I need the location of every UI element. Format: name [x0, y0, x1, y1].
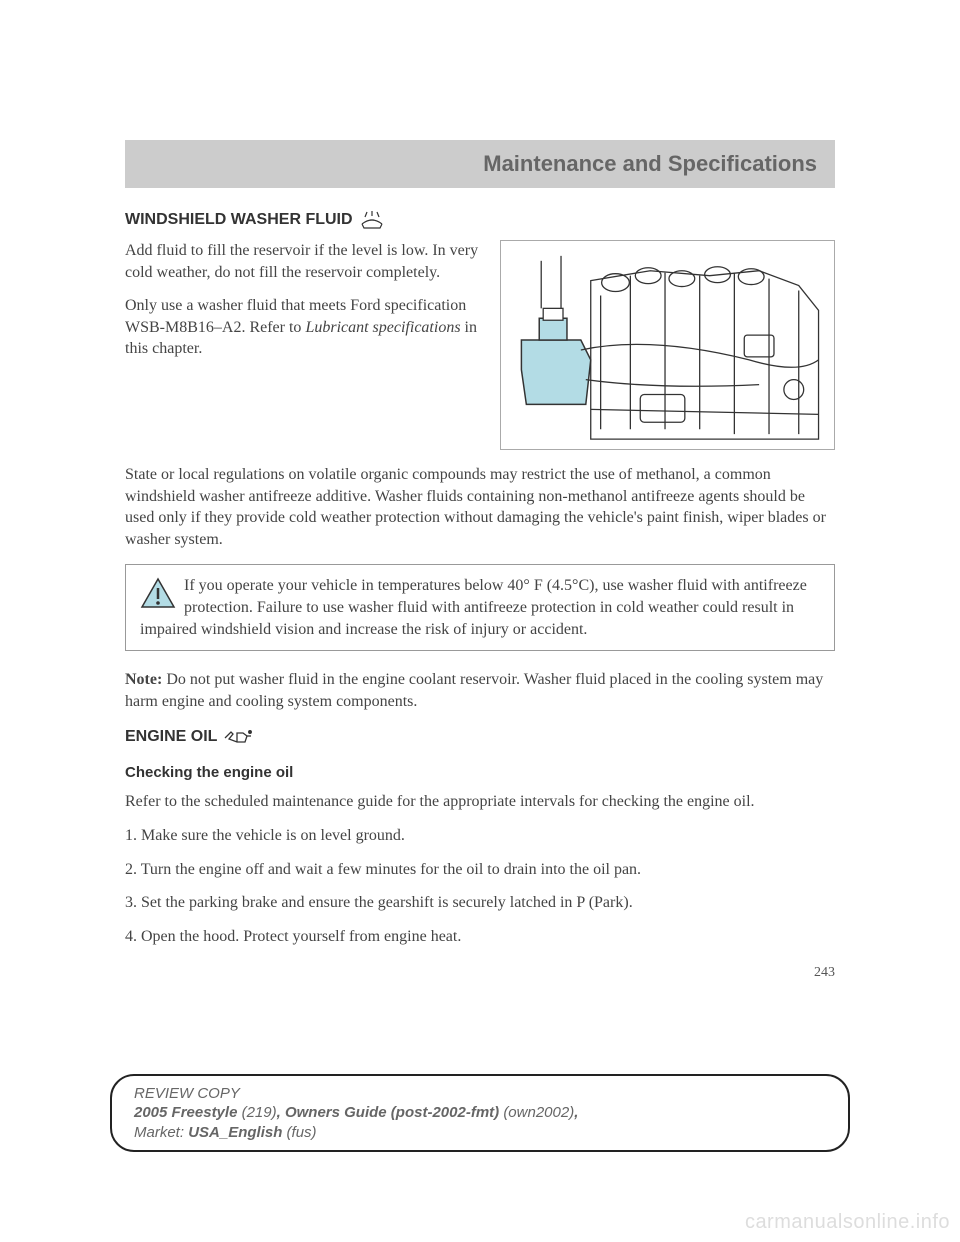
section-title-text: WINDSHIELD WASHER FLUID — [125, 211, 353, 229]
warning-text: If you operate your vehicle in temperatu… — [140, 577, 807, 637]
intro-row: Add fluid to fill the reservoir if the l… — [125, 240, 835, 450]
footer-line2: 2005 Freestyle (219), Owners Guide (post… — [134, 1103, 826, 1123]
oil-can-icon — [223, 728, 253, 746]
note-label: Note: — [125, 671, 162, 688]
warning-box: If you operate your vehicle in temperatu… — [125, 564, 835, 651]
f3a: Market: — [134, 1124, 188, 1141]
chapter-header: Maintenance and Specifications — [125, 140, 835, 188]
chapter-title: Maintenance and Specifications — [483, 151, 817, 177]
oil-step1: 1. Make sure the vehicle is on level gro… — [125, 825, 835, 847]
engine-oil-title-text: ENGINE OIL — [125, 728, 217, 746]
oil-p1: Refer to the scheduled maintenance guide… — [125, 791, 835, 813]
washer-p2: Only use a washer fluid that meets Ford … — [125, 295, 482, 360]
p2-italic: Lubricant specifications — [305, 319, 460, 336]
f2e: , — [574, 1104, 578, 1121]
footer-line3: Market: USA_English (fus) — [134, 1123, 826, 1143]
intro-text-col: Add fluid to fill the reservoir if the l… — [125, 240, 482, 450]
warning-icon — [140, 577, 176, 609]
engine-diagram — [500, 240, 835, 450]
washer-p1: Add fluid to fill the reservoir if the l… — [125, 240, 482, 283]
oil-step4: 4. Open the hood. Protect yourself from … — [125, 926, 835, 948]
oil-step2: 2. Turn the engine off and wait a few mi… — [125, 859, 835, 881]
checking-oil-subtitle: Checking the engine oil — [125, 764, 835, 781]
footer-line1: REVIEW COPY — [134, 1084, 826, 1104]
note-text: Do not put washer fluid in the engine co… — [125, 671, 823, 710]
watermark: carmanualsonline.info — [745, 1211, 950, 1234]
oil-step3: 3. Set the parking brake and ensure the … — [125, 892, 835, 914]
washer-p3: State or local regulations on volatile o… — [125, 464, 835, 550]
section-windshield-title: WINDSHIELD WASHER FLUID — [125, 210, 835, 230]
f2b: (219) — [242, 1104, 277, 1121]
section-engine-oil-title: ENGINE OIL — [125, 728, 835, 746]
page-number: 243 — [125, 965, 835, 981]
f2c: , Owners Guide (post-2002-fmt) — [277, 1104, 504, 1121]
page-content: Maintenance and Specifications WINDSHIEL… — [125, 140, 835, 981]
washer-note: Note: Do not put washer fluid in the eng… — [125, 669, 835, 712]
footer-box: REVIEW COPY 2005 Freestyle (219), Owners… — [110, 1074, 850, 1152]
f3b: USA_English — [188, 1124, 286, 1141]
washer-fluid-icon — [359, 210, 385, 230]
f3c: (fus) — [287, 1124, 317, 1141]
f2a: 2005 Freestyle — [134, 1104, 242, 1121]
f2d: (own2002) — [503, 1104, 574, 1121]
